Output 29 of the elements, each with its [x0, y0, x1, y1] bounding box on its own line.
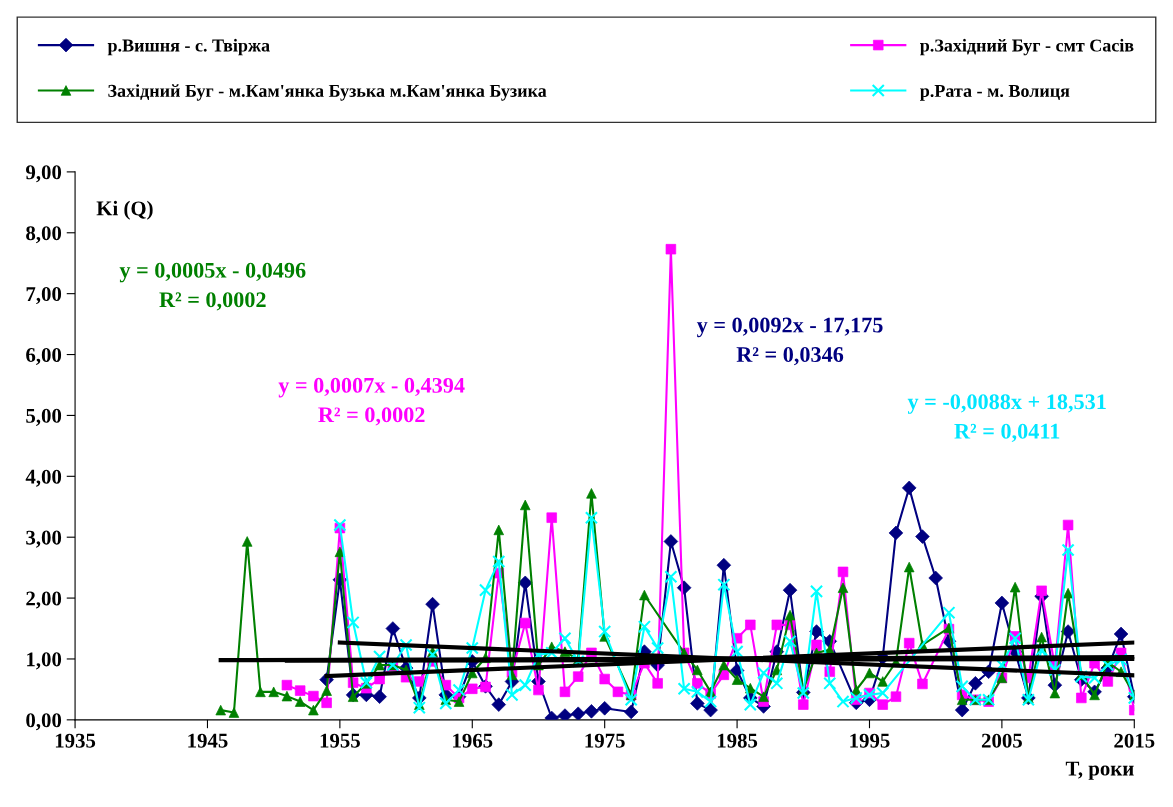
- y-tick-label: 4,00: [25, 469, 62, 487]
- x-tick-label: 1985: [717, 733, 758, 748]
- y-tick-label: 0,00: [26, 713, 62, 731]
- legend-label: Західний Буг - м.Кам'янка Бузька м.Кам'янка Бузика: [108, 84, 547, 101]
- y-tick-label: 7,00: [26, 287, 62, 305]
- x-tick-label: 1965: [453, 733, 493, 748]
- x-tick-label: 2015: [1114, 733, 1155, 748]
- y-tick-label: 2,00: [26, 591, 62, 609]
- y-tick-label: 8,00: [26, 226, 62, 244]
- x-tick-label: 1995: [850, 733, 890, 748]
- x-tick-label: 1945: [188, 733, 228, 748]
- annotation: y = -0,0088x + 18,531 R² = 0,0411: [907, 394, 1106, 442]
- x-tick-label: 1935: [55, 733, 96, 748]
- annotation: y = 0,0005x - 0,0496 R² = 0,0002: [119, 262, 306, 311]
- x-axis-title: T, роки: [1065, 761, 1134, 780]
- legend-label: р.Західний Буг - смт Сасів: [920, 38, 1134, 56]
- y-tick-label: 5,00: [26, 408, 62, 426]
- x-tick-label: 1955: [320, 733, 360, 748]
- y-tick-label: 1,00: [27, 652, 62, 670]
- y-tick-label: 6,00: [26, 347, 62, 365]
- y-tick-label: 9,00: [25, 165, 62, 183]
- x-tick-label: 2005: [981, 733, 1022, 748]
- legend-label: р.Рата - м. Волиця: [920, 85, 1070, 101]
- y-axis-title: Ki (Q): [96, 200, 153, 220]
- x-tick-label: 1975: [585, 733, 625, 748]
- y-tick-label: 3,00: [26, 530, 62, 548]
- annotation: y = 0,0092x - 17,175 R² = 0,0346: [696, 317, 883, 366]
- annotation: y = 0,0007x - 0,4394 R² = 0,0002: [278, 377, 465, 426]
- legend-label: р.Вишня - с. Твіржа: [107, 38, 270, 56]
